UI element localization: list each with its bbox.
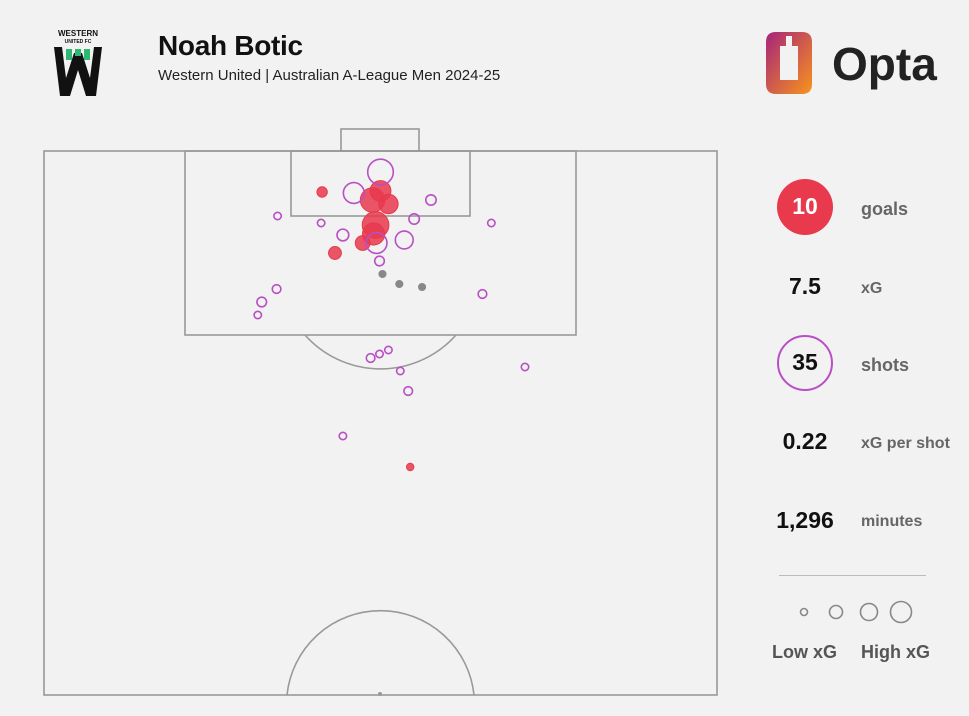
shot-point-20 xyxy=(365,352,376,364)
opta-logo-icon: Opta xyxy=(766,32,937,94)
legend-circle-2 xyxy=(859,602,879,622)
subtitle: Western United | Australian A-League Men… xyxy=(158,67,501,84)
shot-point-1 xyxy=(342,181,365,205)
stat-label-xg-per-shot: xG per shot xyxy=(861,435,950,452)
stat-value-xg: 7.5 xyxy=(789,273,821,299)
goal-point-0 xyxy=(316,186,328,198)
goal-point-4 xyxy=(361,211,390,239)
shot-point-15 xyxy=(477,288,488,300)
stat-label-minutes: minutes xyxy=(861,513,923,530)
stat-value-minutes: 1,296 xyxy=(776,507,834,533)
shot-point-2 xyxy=(424,194,437,207)
stat-value-shots: 35 xyxy=(792,349,818,375)
shot-point-9 xyxy=(365,231,388,255)
shot-point-0 xyxy=(366,158,395,186)
shot-point-16 xyxy=(256,296,268,308)
shot-point-19 xyxy=(375,349,385,359)
shot-point-6 xyxy=(486,218,496,228)
center-circle xyxy=(286,609,475,696)
shot-point-17 xyxy=(253,310,263,320)
opta-brand-text: Opta xyxy=(832,38,937,90)
shot-point-11 xyxy=(378,269,387,279)
club-logo-text-line2: UNITED FC xyxy=(65,39,92,45)
stat-label-xg: xG xyxy=(861,280,883,297)
legend-circle-0 xyxy=(799,607,809,617)
shot-point-10 xyxy=(373,255,386,267)
shot-point-12 xyxy=(395,279,404,289)
penalty-arc xyxy=(304,334,457,370)
goal xyxy=(340,128,420,152)
western-united-logo-icon: WESTERN UNITED FC xyxy=(54,29,102,96)
shot-point-24 xyxy=(338,431,348,441)
shot-point-3 xyxy=(273,211,283,221)
goal-point-2 xyxy=(359,187,386,213)
pitch-outline xyxy=(43,150,718,696)
club-logo-text-line1: WESTERN xyxy=(58,29,98,38)
shot-point-18 xyxy=(383,345,393,355)
pitch-lines xyxy=(43,128,718,696)
goal-point-7 xyxy=(328,246,342,260)
penalty-box xyxy=(184,150,577,336)
stat-label-goals: goals xyxy=(861,199,909,219)
player-name: Noah Botic xyxy=(158,30,303,61)
shot-point-5 xyxy=(316,218,326,228)
shot-point-13 xyxy=(418,282,427,292)
shot-point-22 xyxy=(520,362,530,372)
shots-layer xyxy=(253,158,530,472)
six-yard-box xyxy=(290,150,471,217)
goal-point-5 xyxy=(361,222,386,246)
goal-point-3 xyxy=(378,193,399,215)
shot-point-14 xyxy=(271,283,282,295)
center-spot xyxy=(378,692,382,696)
legend-low-label: Low xG xyxy=(772,642,838,662)
stat-label-shots: shots xyxy=(861,355,910,375)
legend-circle-1 xyxy=(828,604,844,620)
shot-point-8 xyxy=(394,230,414,250)
legend-high-label: High xG xyxy=(861,642,931,662)
goal-point-6 xyxy=(354,235,371,251)
shot-point-4 xyxy=(408,213,421,226)
legend-circle-3 xyxy=(889,600,913,624)
shot-point-7 xyxy=(336,228,350,242)
stat-value-goals: 10 xyxy=(792,193,818,219)
shot-point-21 xyxy=(395,366,405,376)
stat-value-xg-per-shot: 0.22 xyxy=(782,428,828,454)
goal-point-1 xyxy=(369,180,392,202)
shot-point-23 xyxy=(403,385,414,397)
legend-divider xyxy=(779,575,926,576)
goal-point-8 xyxy=(405,462,415,472)
